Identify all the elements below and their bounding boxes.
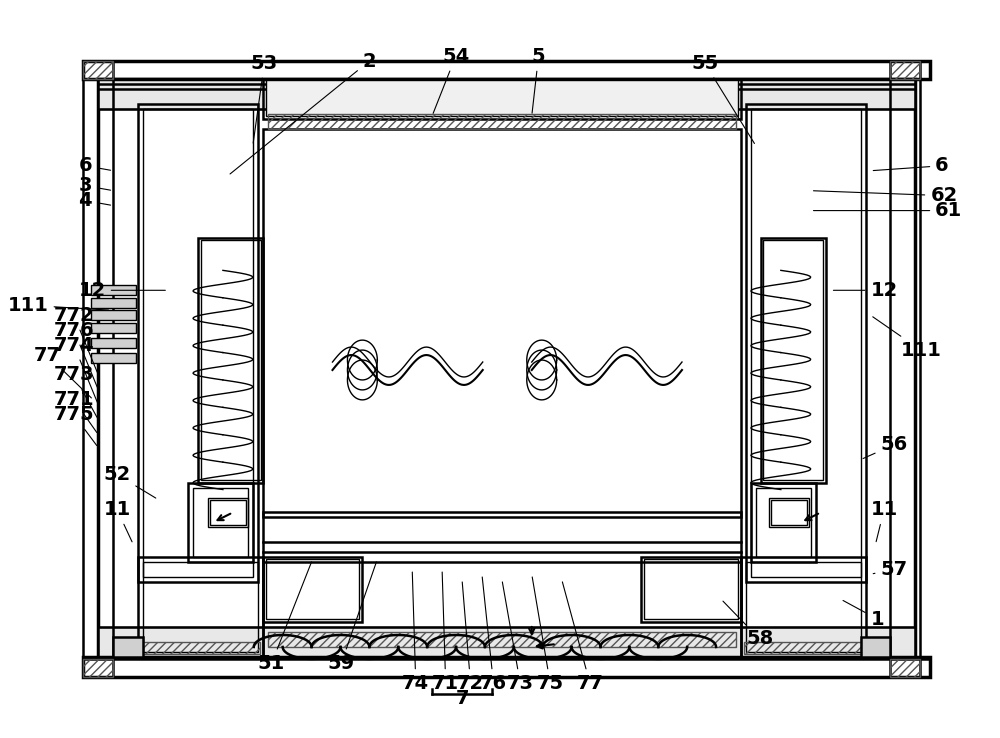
Bar <box>91 338 136 348</box>
Text: 111: 111 <box>873 317 941 359</box>
Bar <box>91 286 136 295</box>
Bar <box>890 659 920 677</box>
Text: 56: 56 <box>863 435 908 458</box>
Text: 111: 111 <box>8 296 109 314</box>
Text: 775: 775 <box>54 405 97 446</box>
Text: 59: 59 <box>328 562 376 673</box>
Text: 4: 4 <box>78 191 111 210</box>
Text: 72: 72 <box>457 582 484 693</box>
Bar <box>98 79 915 109</box>
Bar <box>761 238 826 483</box>
Bar <box>890 61 920 79</box>
Bar <box>83 61 930 79</box>
Bar <box>741 557 866 657</box>
Bar <box>263 512 741 657</box>
Bar <box>83 61 930 79</box>
Bar <box>143 109 253 577</box>
Bar <box>751 483 816 562</box>
Bar <box>83 657 930 677</box>
Text: 57: 57 <box>873 559 908 579</box>
Bar <box>266 559 359 619</box>
Bar <box>263 557 362 622</box>
Text: 55: 55 <box>691 54 754 143</box>
Text: 54: 54 <box>433 46 469 114</box>
Text: 11: 11 <box>870 500 898 542</box>
Bar <box>91 323 136 333</box>
Bar <box>746 562 861 652</box>
Bar <box>756 488 811 557</box>
Text: 76: 76 <box>480 577 507 693</box>
Text: 6: 6 <box>873 156 949 175</box>
Bar <box>141 642 260 654</box>
Bar <box>268 114 736 129</box>
Bar <box>138 557 263 657</box>
Bar <box>746 104 866 582</box>
Bar <box>83 61 113 79</box>
Bar <box>744 642 863 654</box>
Text: 11: 11 <box>103 500 132 542</box>
Text: 12: 12 <box>78 280 165 300</box>
Text: 71: 71 <box>432 572 459 693</box>
Text: 62: 62 <box>813 186 958 205</box>
Bar <box>83 659 113 677</box>
Bar <box>763 241 823 480</box>
Bar <box>91 353 136 363</box>
Text: 5: 5 <box>532 46 545 113</box>
Text: 12: 12 <box>833 280 898 300</box>
Bar <box>751 109 861 577</box>
Bar <box>98 627 915 657</box>
Text: 75: 75 <box>532 577 564 693</box>
Bar <box>641 557 741 622</box>
Bar <box>201 241 261 480</box>
Text: 774: 774 <box>54 336 97 402</box>
Bar <box>861 637 890 657</box>
Text: 772: 772 <box>54 306 97 373</box>
Text: 6: 6 <box>78 156 111 175</box>
Bar <box>91 310 136 320</box>
Text: 74: 74 <box>402 572 429 693</box>
Bar <box>193 488 248 557</box>
Text: 771: 771 <box>54 390 97 432</box>
Bar <box>644 559 738 619</box>
Bar <box>268 632 736 647</box>
Bar <box>138 104 258 582</box>
Text: 61: 61 <box>813 201 962 220</box>
Bar <box>769 497 809 528</box>
Text: 73: 73 <box>502 582 534 693</box>
Bar <box>98 79 915 657</box>
Bar <box>263 79 741 119</box>
Bar <box>266 80 738 116</box>
Text: 77: 77 <box>34 345 91 398</box>
Text: 77: 77 <box>562 582 604 693</box>
Bar <box>83 659 930 677</box>
Bar <box>263 129 741 517</box>
Bar <box>98 627 915 657</box>
Bar <box>188 483 253 562</box>
Text: 3: 3 <box>78 176 111 195</box>
Text: 52: 52 <box>103 465 156 498</box>
Bar <box>210 500 246 525</box>
Bar <box>91 298 136 308</box>
Bar <box>83 61 113 677</box>
Text: 51: 51 <box>258 562 312 673</box>
Bar <box>208 497 248 528</box>
Bar <box>771 500 807 525</box>
Bar <box>98 79 915 109</box>
Text: 7: 7 <box>455 689 469 708</box>
Text: 776: 776 <box>54 320 97 387</box>
Bar <box>198 238 263 483</box>
Bar <box>143 562 258 652</box>
Text: 773: 773 <box>54 365 97 418</box>
Text: 53: 53 <box>251 54 278 143</box>
Text: 2: 2 <box>230 52 376 174</box>
Text: 1: 1 <box>843 601 884 629</box>
Bar <box>890 61 920 677</box>
Text: 58: 58 <box>723 601 773 649</box>
Bar <box>113 637 143 657</box>
